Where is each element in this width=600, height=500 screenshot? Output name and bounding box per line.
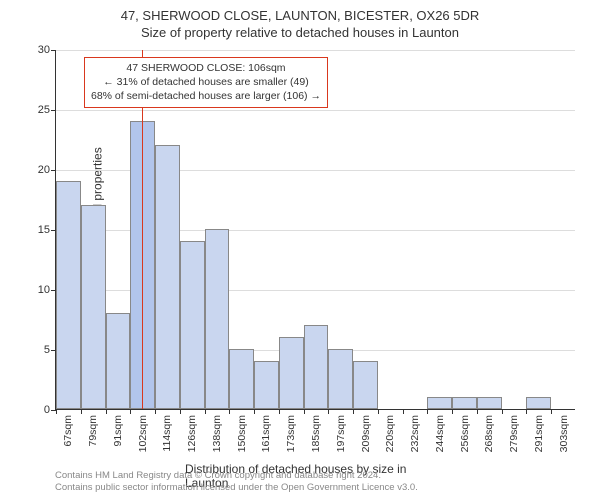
histogram-bar: [180, 241, 205, 409]
annotation-box: 47 SHERWOOD CLOSE: 106sqm ← 31% of detac…: [84, 57, 328, 108]
histogram-bar: [279, 337, 304, 409]
x-tick-mark: [106, 409, 107, 414]
chart-title-sub: Size of property relative to detached ho…: [0, 23, 600, 40]
y-tick-label: 10: [38, 284, 50, 296]
x-tick-mark: [56, 409, 57, 414]
x-tick-mark: [502, 409, 503, 414]
x-tick-mark: [452, 409, 453, 414]
x-tick-mark: [378, 409, 379, 414]
histogram-bar: [56, 181, 81, 409]
x-tick-label: 279sqm: [508, 415, 520, 452]
x-tick-label: 150sqm: [236, 415, 248, 452]
x-tick-label: 161sqm: [260, 415, 272, 452]
x-tick-label: 303sqm: [558, 415, 570, 452]
x-tick-mark: [526, 409, 527, 414]
annotation-line-2: ← 31% of detached houses are smaller (49…: [91, 75, 321, 89]
footer-line-2: Contains public sector information licen…: [55, 482, 418, 494]
x-tick-mark: [180, 409, 181, 414]
histogram-bar: [155, 145, 180, 409]
x-tick-mark: [130, 409, 131, 414]
x-tick-label: 185sqm: [310, 415, 322, 452]
x-tick-label: 244sqm: [434, 415, 446, 452]
footer-line-1: Contains HM Land Registry data © Crown c…: [55, 470, 418, 482]
y-tick-label: 0: [44, 404, 50, 416]
x-tick-label: 268sqm: [483, 415, 495, 452]
x-tick-mark: [279, 409, 280, 414]
histogram-bar: [477, 397, 502, 409]
histogram-bar: [106, 313, 131, 409]
footer-attribution: Contains HM Land Registry data © Crown c…: [55, 470, 418, 494]
histogram-bar: [205, 229, 230, 409]
y-tick-label: 30: [38, 44, 50, 56]
histogram-bar: [427, 397, 452, 409]
y-tick-label: 5: [44, 344, 50, 356]
x-tick-mark: [254, 409, 255, 414]
annotation-line-1: 47 SHERWOOD CLOSE: 106sqm: [91, 61, 321, 75]
x-tick-mark: [155, 409, 156, 414]
x-tick-mark: [477, 409, 478, 414]
x-tick-mark: [427, 409, 428, 414]
histogram-bar: [304, 325, 329, 409]
x-tick-mark: [205, 409, 206, 414]
chart-title-main: 47, SHERWOOD CLOSE, LAUNTON, BICESTER, O…: [0, 0, 600, 23]
x-tick-label: 173sqm: [285, 415, 297, 452]
x-tick-mark: [304, 409, 305, 414]
x-tick-mark: [328, 409, 329, 414]
gridline: [56, 110, 575, 111]
x-tick-label: 102sqm: [137, 415, 149, 452]
y-tick-mark: [51, 50, 56, 51]
x-tick-mark: [353, 409, 354, 414]
histogram-bar: [254, 361, 279, 409]
x-tick-label: 114sqm: [161, 415, 173, 452]
plot-region: Number of detached properties Distributi…: [55, 50, 575, 410]
y-tick-label: 25: [38, 104, 50, 116]
x-tick-label: 67sqm: [62, 415, 74, 447]
x-tick-label: 126sqm: [186, 415, 198, 452]
histogram-bar: [452, 397, 477, 409]
x-tick-mark: [551, 409, 552, 414]
x-tick-label: 197sqm: [335, 415, 347, 452]
x-tick-mark: [403, 409, 404, 414]
histogram-bar: [526, 397, 551, 409]
annotation-line-3: 68% of semi-detached houses are larger (…: [91, 89, 321, 103]
y-tick-mark: [51, 170, 56, 171]
x-tick-mark: [229, 409, 230, 414]
x-tick-label: 91sqm: [112, 415, 124, 447]
x-tick-label: 209sqm: [360, 415, 372, 452]
histogram-bar: [229, 349, 254, 409]
x-tick-label: 232sqm: [409, 415, 421, 452]
histogram-bar: [328, 349, 353, 409]
x-tick-label: 220sqm: [384, 415, 396, 452]
x-tick-label: 79sqm: [87, 415, 99, 447]
y-tick-label: 20: [38, 164, 50, 176]
histogram-bar: [353, 361, 378, 409]
y-tick-mark: [51, 110, 56, 111]
x-tick-mark: [81, 409, 82, 414]
y-tick-label: 15: [38, 224, 50, 236]
histogram-bar: [81, 205, 106, 409]
x-tick-label: 256sqm: [459, 415, 471, 452]
x-tick-label: 291sqm: [533, 415, 545, 452]
x-tick-label: 138sqm: [211, 415, 223, 452]
gridline: [56, 50, 575, 51]
